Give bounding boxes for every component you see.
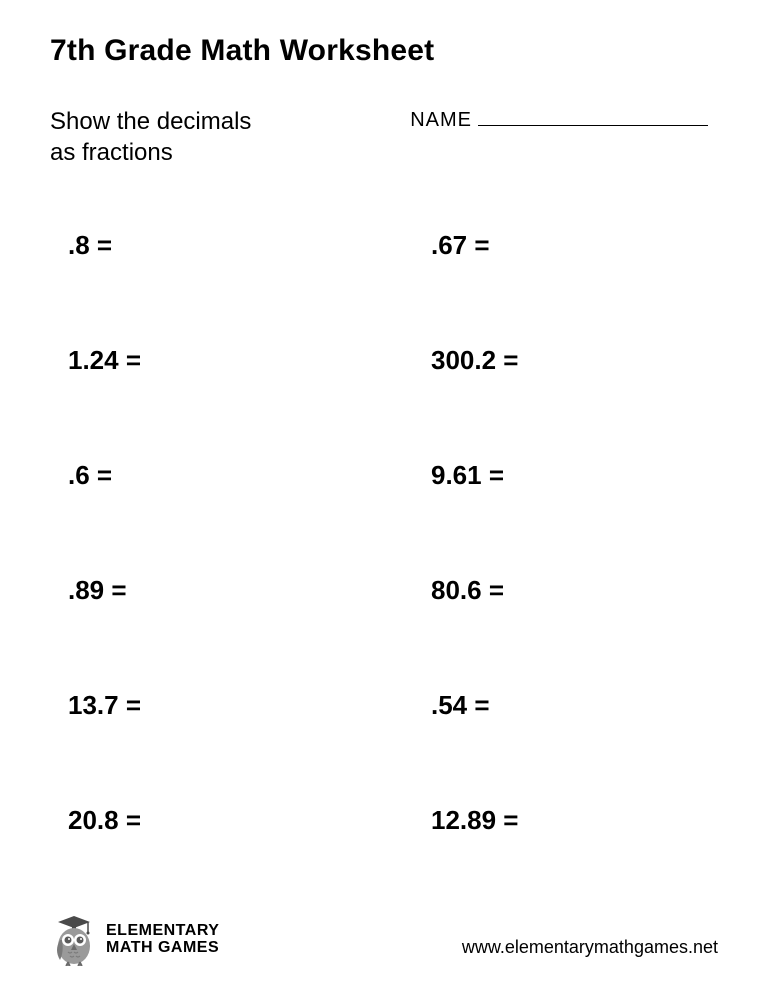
instructions-line-2: as fractions [50,139,173,166]
name-input-line[interactable] [478,108,708,126]
owl-icon [50,914,98,966]
problem-left-3: .6 = [68,460,373,491]
footer: ELEMENTARY MATH GAMES www.elementarymath… [50,914,718,966]
logo-text: ELEMENTARY MATH GAMES [106,923,219,957]
instructions: Show the decimals as fractions [50,106,251,168]
problem-right-1: .67 = [403,230,708,261]
problem-left-2: 1.24 = [68,345,373,376]
instructions-line-1: Show the decimals [50,108,251,135]
header-row: Show the decimals as fractions NAME [50,106,718,168]
name-label: NAME [410,109,472,132]
logo-line-2: MATH GAMES [106,940,219,957]
website-url: www.elementarymathgames.net [462,937,718,966]
problem-right-3: 9.61 = [403,460,708,491]
problems-grid: .8 = .67 = 1.24 = 300.2 = .6 = 9.61 = .8… [50,230,718,836]
problem-right-4: 80.6 = [403,575,708,606]
problem-right-5: .54 = [403,690,708,721]
worksheet-title: 7th Grade Math Worksheet [50,34,718,68]
problem-left-4: .89 = [68,575,373,606]
name-field: NAME [410,108,708,132]
problem-left-6: 20.8 = [68,805,373,836]
problem-right-6: 12.89 = [403,805,708,836]
logo: ELEMENTARY MATH GAMES [50,914,219,966]
problem-left-1: .8 = [68,230,373,261]
logo-line-1: ELEMENTARY [106,923,219,940]
problem-left-5: 13.7 = [68,690,373,721]
problem-right-2: 300.2 = [403,345,708,376]
